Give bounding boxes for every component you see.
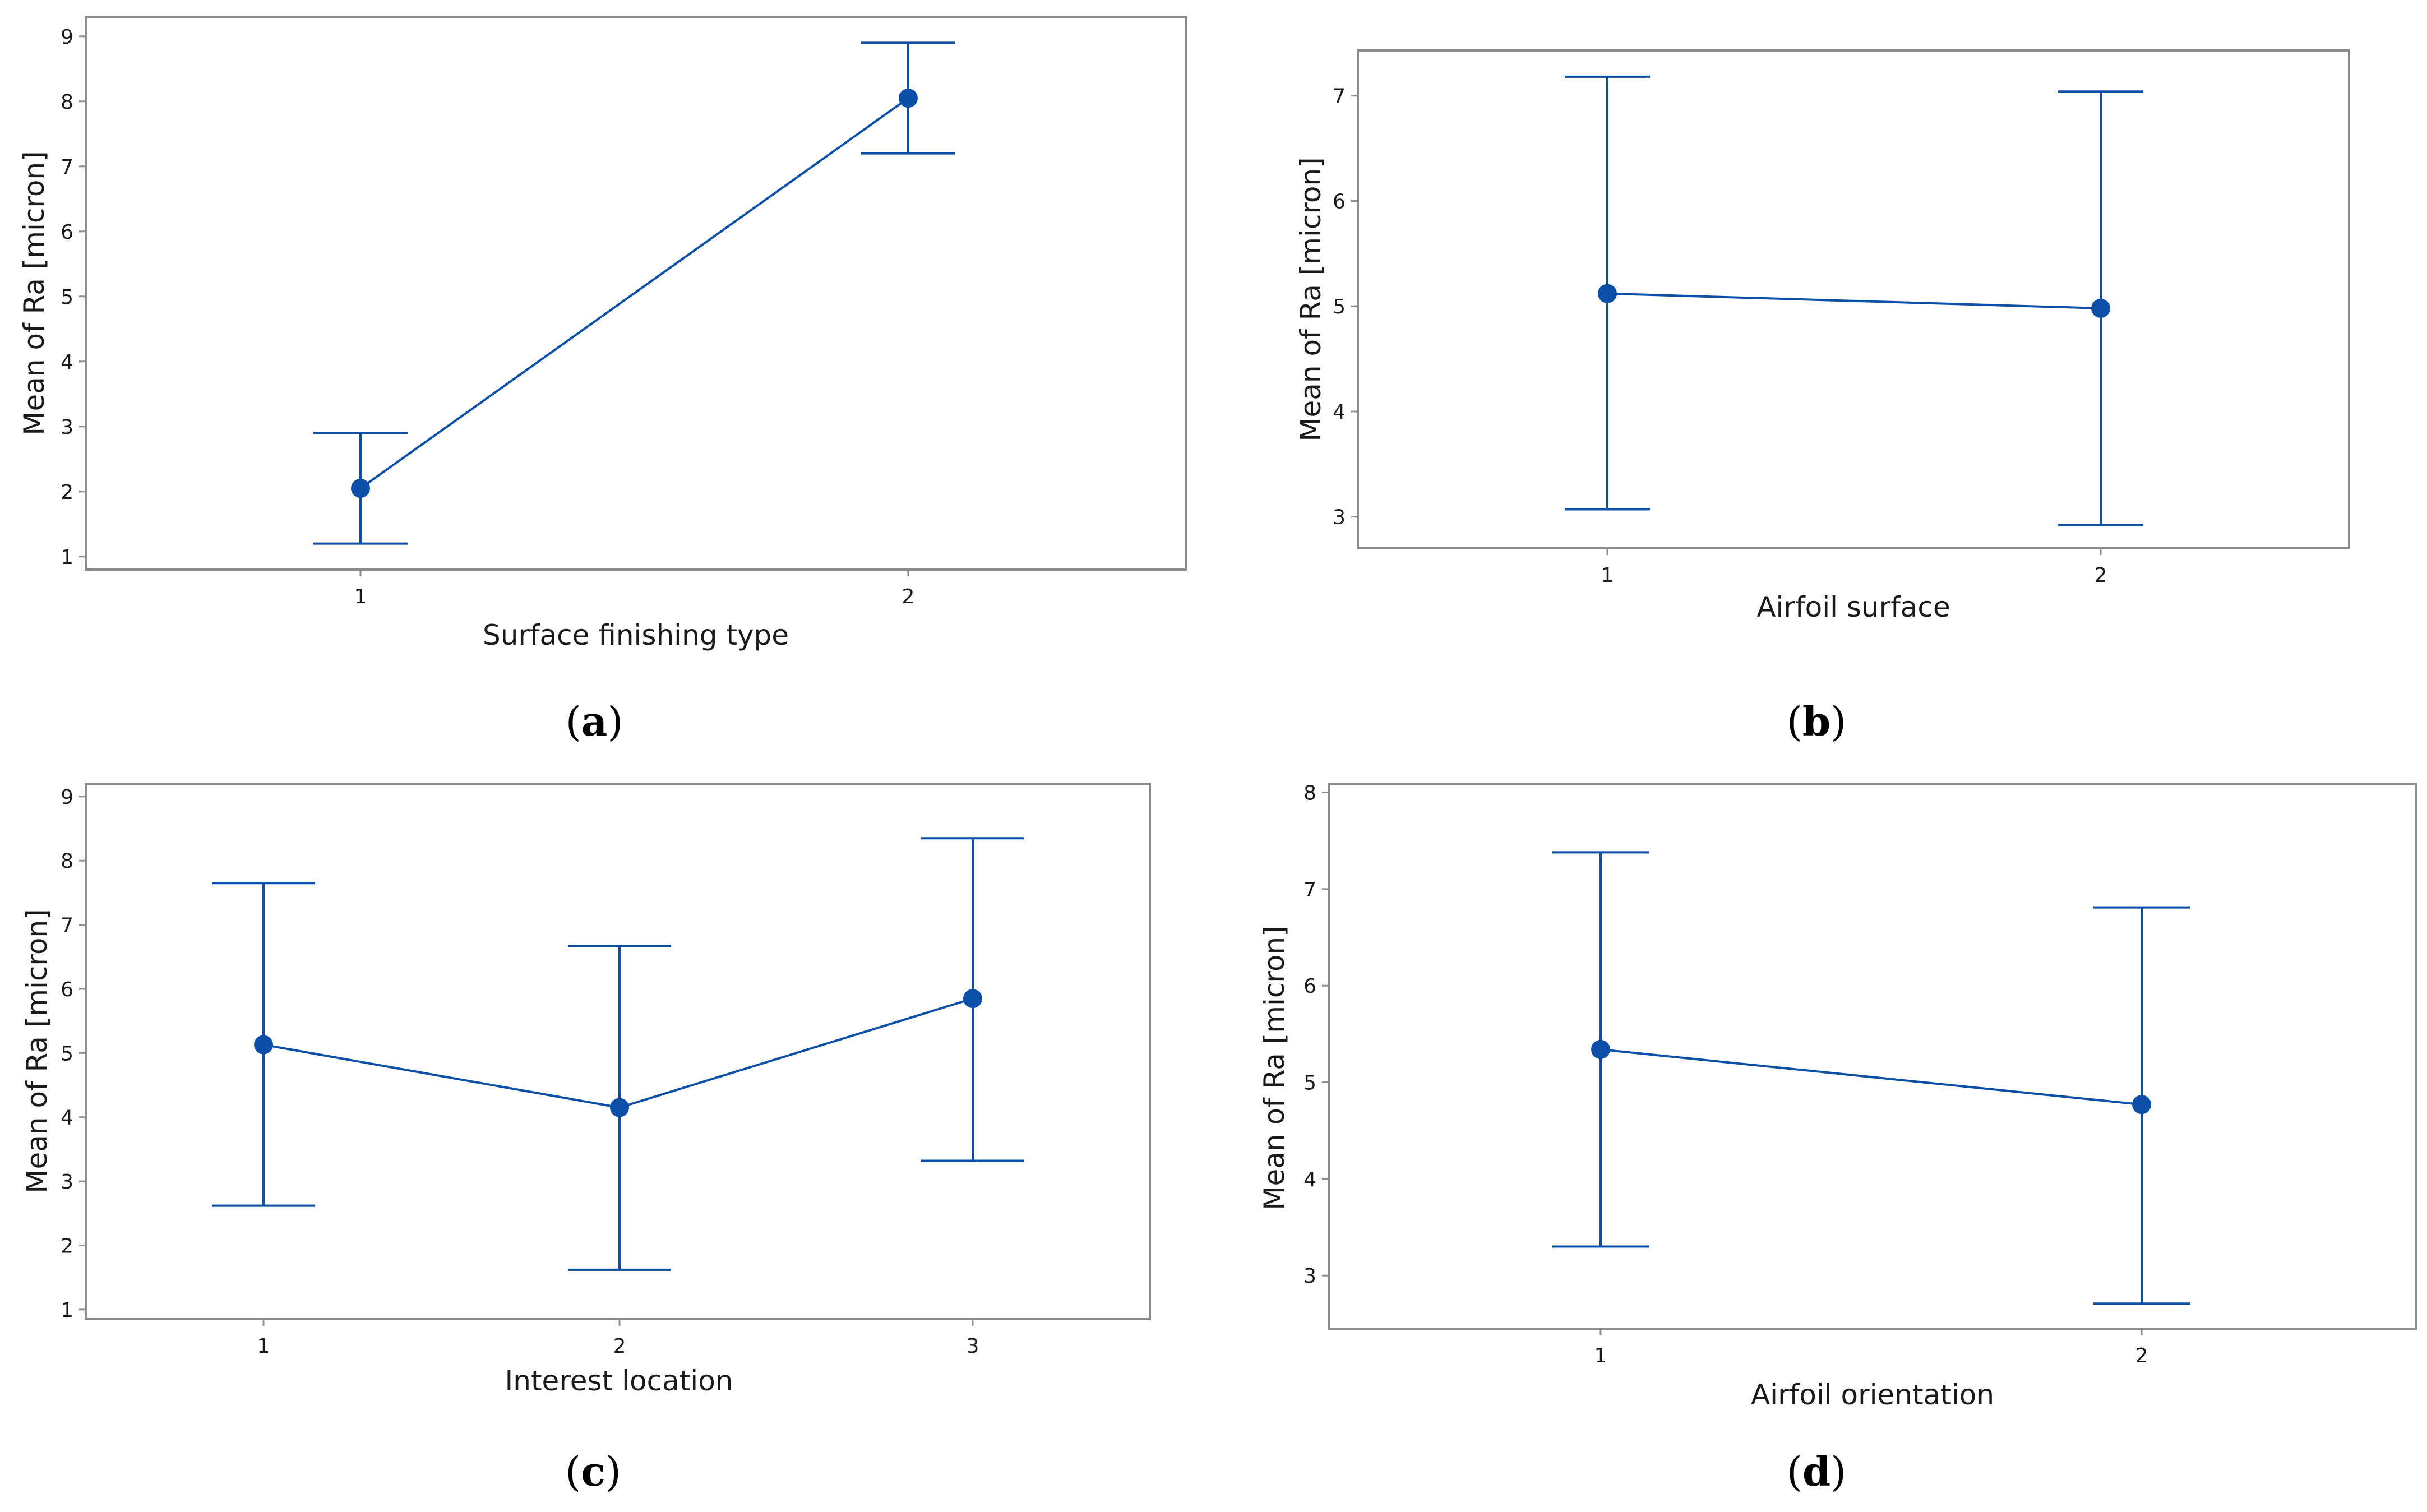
x-tick-label: 2 — [613, 1335, 626, 1358]
panel-label-b: (b) — [1787, 697, 1847, 745]
y-tick-label: 5 — [61, 1042, 73, 1065]
x-axis-title-b: Airfoil surface — [1756, 591, 1950, 623]
y-tick-label: 5 — [1333, 295, 1346, 318]
mean-point — [2091, 298, 2110, 318]
mean-point — [963, 989, 982, 1009]
mean-line — [1607, 292, 2101, 309]
y-axis-c: 1 2 3 4 5 6 7 8 9 — [61, 786, 86, 1322]
x-axis-title-d: Airfoil orientation — [1751, 1379, 1994, 1411]
plot-frame-a — [85, 16, 1187, 571]
x-axis-title-a: Surface finishing type — [483, 619, 789, 651]
panel-label-d: (d) — [1787, 1448, 1847, 1495]
y-tick-label: 5 — [61, 286, 73, 309]
y-tick-label: 8 — [1303, 782, 1316, 805]
mean-line — [1600, 1048, 2142, 1106]
mean-point — [899, 89, 918, 108]
panel-label-c: (c) — [565, 1448, 621, 1495]
y-tick-label: 7 — [61, 156, 73, 179]
series-b — [1565, 75, 2143, 526]
series-d — [1552, 851, 2190, 1305]
y-tick-label: 6 — [61, 978, 73, 1001]
y-axis-a: 1 2 3 4 5 6 7 8 9 — [61, 26, 86, 569]
y-axis-title-d: Mean of Ra [micron] — [1258, 926, 1291, 1210]
x-tick-label: 2 — [2135, 1344, 2148, 1367]
x-tick-label: 3 — [967, 1335, 979, 1358]
y-tick-label: 1 — [61, 1299, 73, 1322]
x-tick-label: 2 — [2095, 564, 2107, 587]
panel-label-letter-b: b — [1802, 697, 1830, 745]
panel-c: 1 2 3 4 5 6 7 8 9 1 2 3 Interest location Mean of … — [21, 783, 1151, 1495]
x-tick-label: 1 — [1594, 1344, 1607, 1367]
y-tick-label: 3 — [1303, 1265, 1316, 1288]
x-tick-label: 1 — [1601, 564, 1614, 587]
panel-label-letter-d: d — [1802, 1448, 1830, 1495]
series-c — [212, 837, 1024, 1271]
mean-point — [1591, 1039, 1610, 1059]
plot-frame-d — [1328, 783, 2417, 1330]
panel-label-a: (a) — [566, 697, 623, 745]
y-tick-label: 5 — [1303, 1072, 1316, 1095]
y-tick-label: 9 — [61, 786, 73, 809]
series-a — [313, 41, 955, 545]
panel-label-letter-a: a — [581, 697, 608, 745]
mean-point — [610, 1098, 629, 1117]
y-tick-label: 6 — [1303, 975, 1316, 998]
y-tick-label: 4 — [1333, 401, 1346, 424]
y-tick-label: 7 — [1333, 85, 1346, 108]
y-tick-label: 1 — [61, 546, 73, 569]
y-tick-label: 2 — [61, 481, 73, 504]
y-tick-label: 4 — [61, 351, 73, 374]
plot-frame-c — [85, 783, 1151, 1320]
y-tick-label: 3 — [61, 1171, 73, 1194]
y-axis-title-c: Mean of Ra [micron] — [21, 909, 53, 1193]
y-axis-title-b: Mean of Ra [micron] — [1295, 157, 1327, 441]
mean-point — [2132, 1095, 2151, 1115]
y-tick-label: 6 — [61, 221, 73, 244]
y-tick-label: 9 — [61, 26, 73, 49]
mean-line — [263, 997, 973, 1109]
x-axis-c: 1 2 3 — [257, 1319, 979, 1358]
y-tick-label: 3 — [61, 416, 73, 439]
y-tick-label: 7 — [61, 914, 73, 937]
y-tick-label: 3 — [1333, 506, 1346, 529]
mean-point — [351, 479, 370, 498]
y-axis-title-a: Mean of Ra [micron] — [18, 151, 50, 435]
y-tick-label: 6 — [1333, 190, 1346, 213]
plot-frame-b — [1357, 49, 2350, 549]
y-tick-label: 8 — [61, 91, 73, 114]
y-axis-b: 3 4 5 6 7 — [1333, 85, 1358, 529]
y-tick-label: 7 — [1303, 878, 1316, 901]
y-tick-label: 4 — [61, 1107, 73, 1130]
y-axis-d: 3 4 5 6 7 8 — [1303, 782, 1329, 1288]
y-tick-label: 2 — [61, 1234, 73, 1257]
y-tick-label: 8 — [61, 850, 73, 873]
panel-label-letter-c: c — [581, 1448, 605, 1495]
x-tick-label: 2 — [902, 585, 915, 608]
mean-point — [1598, 284, 1617, 303]
y-tick-label: 4 — [1303, 1168, 1316, 1191]
x-tick-label: 1 — [354, 585, 367, 608]
x-axis-title-c: Interest location — [505, 1365, 733, 1397]
mean-line — [359, 97, 909, 489]
mean-point — [254, 1035, 273, 1055]
x-tick-label: 1 — [257, 1335, 270, 1358]
